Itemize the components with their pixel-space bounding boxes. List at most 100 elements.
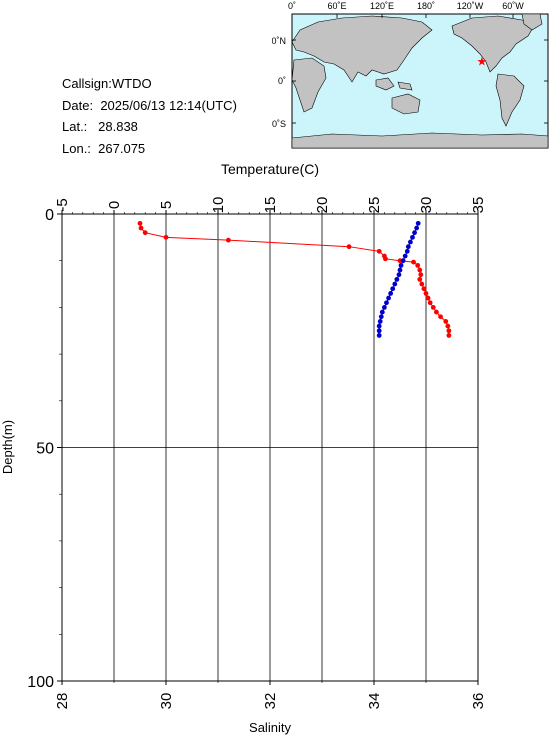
bottom-tick-label: 28: [54, 693, 71, 710]
salinity-point: [377, 319, 383, 324]
temperature-point: [346, 244, 352, 250]
maritime-asia-islands: [375, 77, 413, 91]
top-tick-label: 5: [158, 201, 175, 209]
temperature-point: [418, 272, 424, 278]
station-info: Callsign:WTDO Date: 2025/06/13 12:14(UTC…: [62, 73, 237, 159]
map-lon-label: 60˚W: [502, 1, 524, 11]
map-ticks: [291, 14, 548, 124]
salinity-point: [384, 300, 389, 306]
map-lat-label: 0˚: [278, 76, 286, 86]
map-land: [291, 13, 549, 149]
bottom-tick-label: 32: [262, 693, 279, 710]
lat-value: 28.838: [98, 119, 138, 134]
lon-value: 267.075: [98, 140, 146, 156]
lat-row: Lat.: 28.838: [62, 116, 237, 138]
temperature-point: [138, 225, 144, 231]
temperature-point: [423, 290, 429, 296]
temperature-point: [434, 309, 439, 315]
map-lon-label: 0˚: [288, 1, 296, 11]
callsign-row: Callsign:WTDO: [62, 73, 237, 95]
top-tick-label: 25: [366, 197, 383, 214]
top-tick-label: 35: [470, 197, 487, 214]
temperature-point: [425, 295, 431, 301]
temperature-point: [443, 319, 449, 324]
map-lon-label: 180˚: [417, 1, 435, 11]
date-row: Date: 2025/06/13 12:14(UTC): [62, 95, 237, 117]
top-tick-label: 10: [210, 197, 227, 214]
temperature-point: [438, 314, 443, 320]
salinity-point: [378, 314, 384, 320]
y-tick-label: 100: [27, 674, 54, 691]
temperature-point: [417, 276, 423, 282]
lon-label: Lon.:: [62, 140, 91, 156]
y-axis-label: Depth(m): [0, 420, 15, 474]
eurasia-landmass: [291, 15, 433, 83]
bottom-axis-label: Salinity: [249, 720, 291, 735]
greenland-landmass: [521, 13, 543, 31]
temperature-point: [226, 237, 231, 243]
salinity-point: [408, 239, 413, 245]
salinity-point: [386, 295, 391, 301]
australia-landmass: [391, 93, 421, 115]
temperature-point: [142, 230, 148, 236]
bottom-tick-label: 36: [470, 693, 487, 710]
callsign-label: Callsign:: [62, 76, 112, 91]
salinity-point: [379, 309, 385, 315]
station-marker-icon: ★: [477, 54, 488, 68]
salinity-point: [412, 230, 417, 236]
map-lon-labels: 0˚ 60˚E 120˚E 180˚ 120˚W 60˚W: [288, 1, 524, 11]
temperature-point: [163, 234, 169, 240]
temperature-point: [446, 333, 452, 338]
salinity-point: [414, 225, 420, 231]
temperature-point: [417, 267, 423, 273]
chart-series: [137, 220, 452, 338]
salinity-point: [415, 220, 421, 226]
salinity-point: [396, 272, 402, 278]
temperature-point: [137, 220, 143, 226]
y-tick-label: 50: [36, 441, 54, 458]
map-lon-label: 120˚E: [370, 1, 394, 11]
temperature-point: [419, 281, 425, 287]
top-axis-label: Temperature(C): [221, 161, 319, 177]
date-label: Date:: [62, 97, 94, 113]
antarctica-landmass: [291, 132, 549, 149]
salinity-point: [402, 253, 408, 259]
temperature-point: [445, 323, 451, 329]
temperature-point: [446, 328, 452, 334]
salinity-point: [404, 248, 410, 254]
temperature-point: [415, 262, 421, 268]
temperature-point: [427, 300, 433, 306]
salinity-point: [388, 290, 394, 296]
top-tick-label: 20: [314, 197, 331, 214]
temperature-point: [376, 248, 382, 254]
salinity-point: [376, 323, 382, 329]
salinity-point: [405, 244, 411, 250]
temperature-point: [430, 305, 436, 310]
map-lon-label: 60˚E: [327, 1, 346, 11]
temperature-point: [421, 286, 427, 292]
map-lat-label: 60˚N: [272, 36, 286, 46]
top-tick-label: 15: [262, 197, 279, 214]
y-tick-label: 0: [45, 207, 54, 224]
salinity-point: [376, 333, 382, 338]
north-america-landmass: [451, 15, 535, 73]
salinity-point: [390, 286, 396, 292]
bottom-tick-label: 34: [366, 693, 383, 710]
callsign-value: WTDO: [111, 76, 152, 91]
salinity-point: [397, 267, 403, 273]
salinity-point: [410, 234, 415, 240]
map-lon-label: 120˚W: [457, 1, 484, 11]
top-tick-label: -5: [54, 198, 71, 211]
bottom-tick-label: 30: [158, 693, 175, 710]
lat-label: Lat.:: [62, 119, 88, 134]
chart-grid: [61, 213, 479, 682]
salinity-point: [376, 328, 382, 334]
map-lat-label: 60˚S: [272, 119, 286, 129]
temperature-line: [139, 223, 450, 336]
date-value: 2025/06/13 12:14(UTC): [100, 97, 237, 113]
top-tick-label: 0: [106, 201, 123, 209]
temperature-point: [383, 256, 388, 262]
salinity-point: [400, 258, 406, 264]
top-tick-label: 30: [418, 197, 435, 214]
salinity-point: [382, 305, 387, 310]
